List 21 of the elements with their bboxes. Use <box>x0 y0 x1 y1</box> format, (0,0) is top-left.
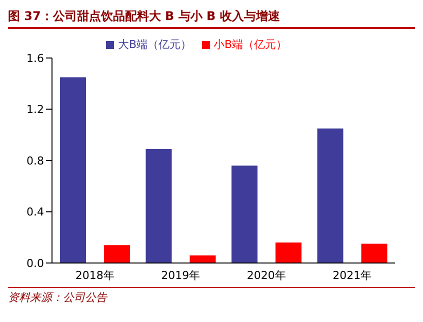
bar <box>190 255 216 263</box>
x-tick-label: 2020年 <box>246 268 286 282</box>
text: 资料来源：公司公告 <box>8 290 415 305</box>
bar <box>104 245 130 263</box>
y-tick-label: 0.4 <box>26 206 44 219</box>
bar <box>146 148 172 263</box>
bar <box>60 77 86 263</box>
bar <box>276 242 302 263</box>
y-tick-label: 0.8 <box>26 154 44 168</box>
chart-title: 图 37：公司甜点饮品配料大 B 与小 B 收入与增速 <box>8 8 415 29</box>
x-tick-label: 2018年 <box>75 268 114 282</box>
x-tick-label: 2021年 <box>332 268 372 282</box>
bar <box>361 244 388 263</box>
x-tick-label: 2019年 <box>161 268 200 282</box>
bar <box>317 128 344 263</box>
legend-label: 大B端（亿元） <box>118 38 192 51</box>
y-tick-label: 1.6 <box>26 52 44 65</box>
y-tick-label: 0.0 <box>26 256 44 270</box>
y-tick-label: 1.2 <box>26 103 44 116</box>
legend-label: 小B端（亿元） <box>214 38 288 51</box>
bar <box>232 166 258 263</box>
